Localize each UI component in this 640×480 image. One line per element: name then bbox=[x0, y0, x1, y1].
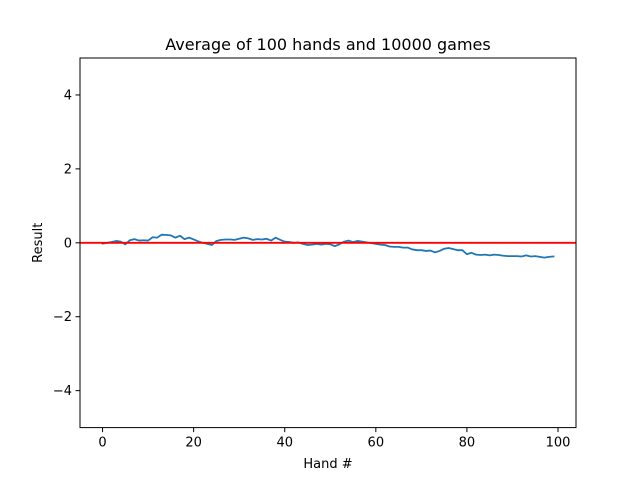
x-axis-label: Hand # bbox=[303, 457, 352, 472]
x-axis-ticks: 0 20 40 60 80 100 bbox=[98, 427, 571, 451]
y-axis-label: Result bbox=[31, 223, 46, 263]
x-tick-label: 100 bbox=[546, 436, 571, 451]
y-axis-ticks: −4 −2 0 2 4 bbox=[53, 88, 80, 399]
y-tick-label: 0 bbox=[64, 236, 72, 251]
y-tick-label: 4 bbox=[64, 88, 72, 103]
x-tick-label: 60 bbox=[368, 436, 385, 451]
plot-content bbox=[80, 233, 576, 259]
y-tick-label: 2 bbox=[64, 162, 72, 177]
y-tick-label: −2 bbox=[53, 310, 72, 325]
y-tick-label: −4 bbox=[53, 384, 72, 399]
x-tick-label: 20 bbox=[185, 436, 202, 451]
chart-title: Average of 100 hands and 10000 games bbox=[165, 35, 490, 54]
x-tick-label: 80 bbox=[459, 436, 476, 451]
x-tick-label: 0 bbox=[98, 436, 106, 451]
x-tick-label: 40 bbox=[276, 436, 293, 451]
series-line-0 bbox=[101, 233, 555, 259]
